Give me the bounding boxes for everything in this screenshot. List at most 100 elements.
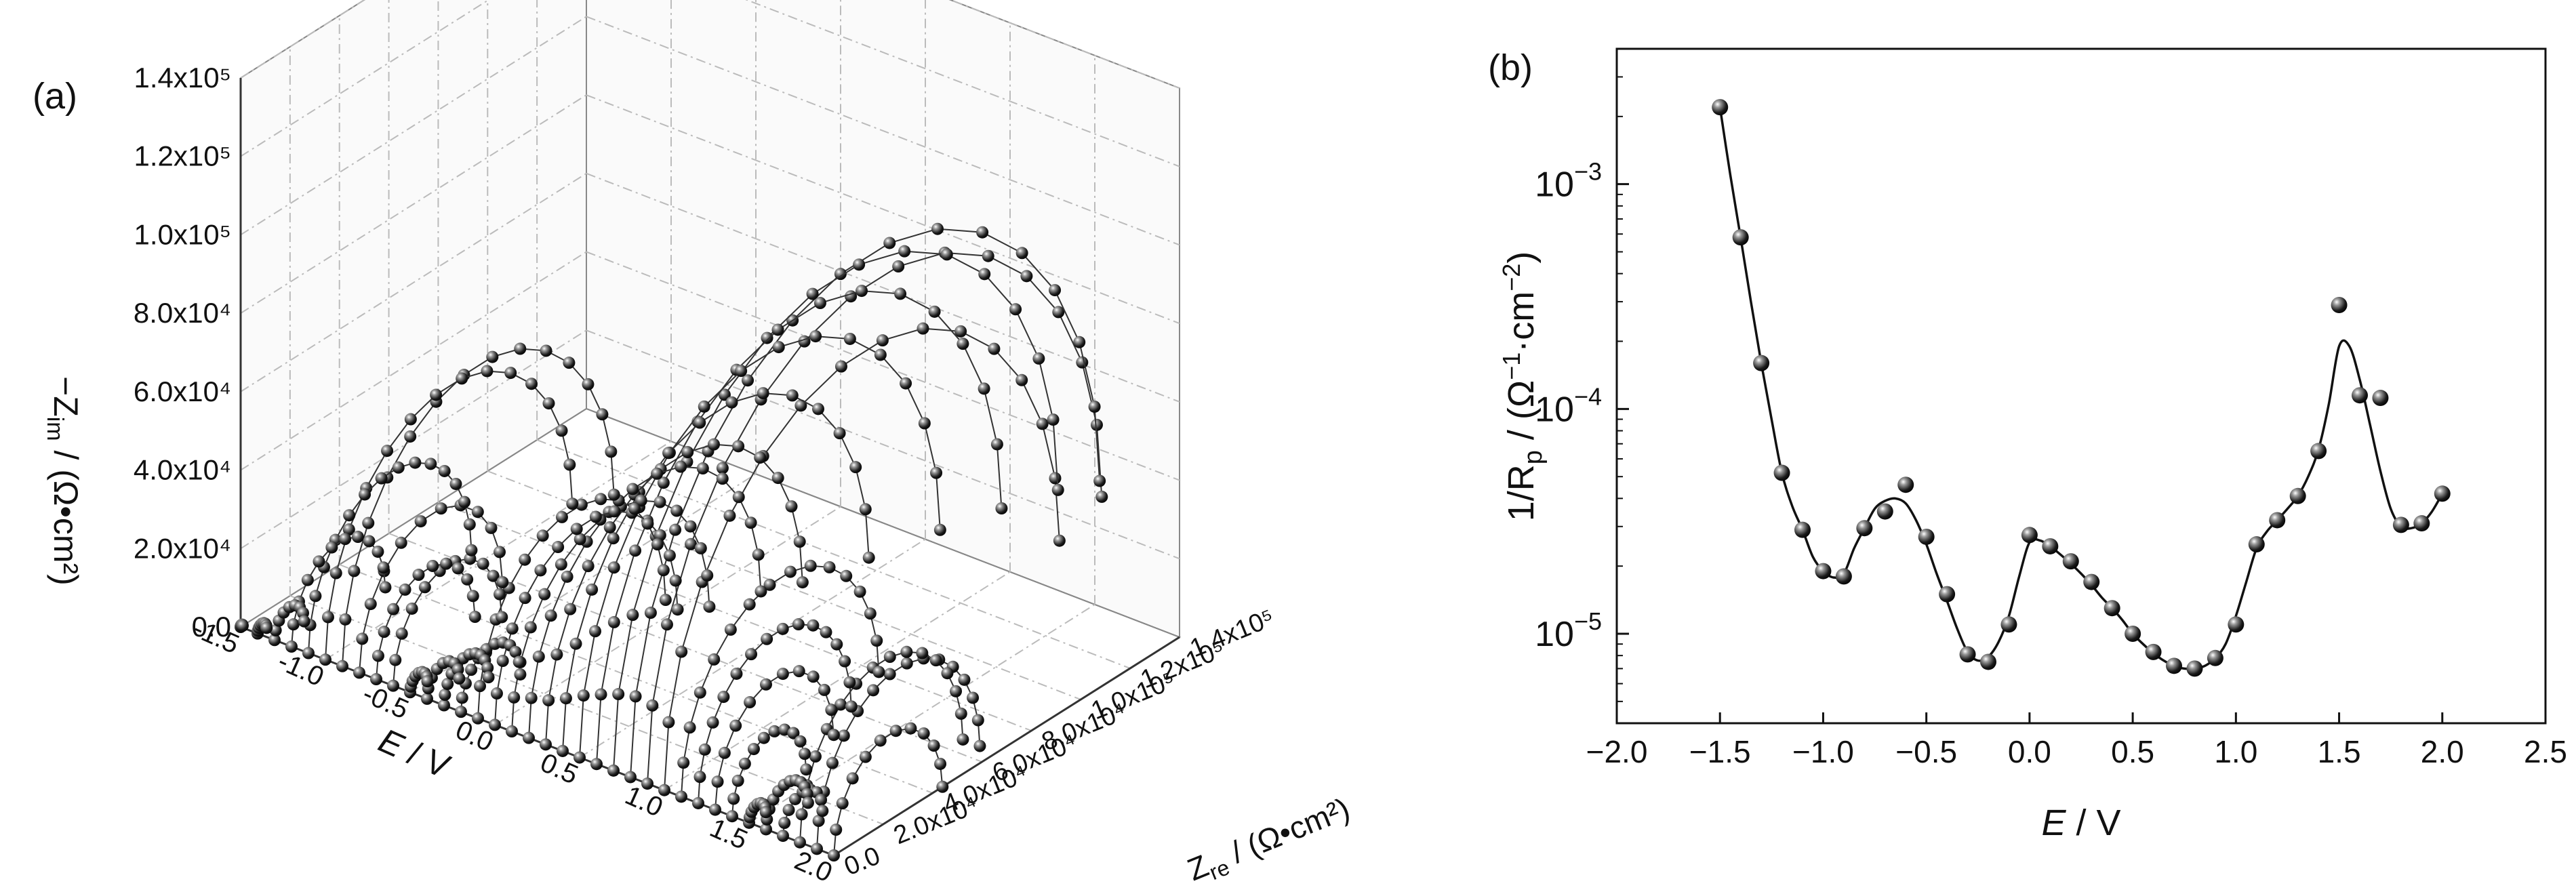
grid-line	[339, 564, 933, 794]
arc-point	[982, 249, 994, 262]
arc-point	[828, 849, 840, 861]
arc-point	[504, 367, 517, 380]
arc-point	[451, 562, 464, 575]
arc-point	[763, 578, 776, 591]
arc-point	[603, 521, 616, 533]
arc-point	[608, 505, 621, 518]
arc-point	[928, 305, 941, 318]
arc-point	[685, 538, 698, 550]
arc-point	[694, 542, 707, 554]
arc-point	[735, 365, 748, 378]
data-point	[1794, 521, 1811, 538]
arc-point	[1073, 336, 1086, 348]
arc-line	[579, 336, 941, 758]
arc-point	[321, 611, 334, 624]
arc-point	[564, 603, 577, 615]
arc-point	[703, 601, 716, 613]
nyquist-arc	[557, 387, 875, 757]
arc-point	[933, 523, 946, 536]
arc-point	[716, 462, 729, 474]
arc-point	[351, 531, 364, 544]
arc-point	[496, 655, 509, 668]
data-point	[2331, 296, 2348, 313]
arc-point	[377, 561, 390, 574]
arc-line	[596, 290, 1003, 765]
arc-point	[490, 687, 503, 700]
z-tick-label: 6.0x10⁴	[134, 376, 231, 407]
y-tick-base: 10	[1535, 165, 1574, 205]
grid-line	[745, 0, 1180, 167]
arc-point	[973, 739, 986, 752]
arc-point	[862, 551, 875, 564]
arc-point	[772, 341, 785, 354]
arc-point	[524, 621, 537, 634]
arc-line	[816, 657, 981, 849]
data-point	[2062, 553, 2079, 570]
arc-point	[573, 533, 586, 546]
arc-point	[563, 357, 576, 369]
b-y-label-sup1: −1	[1497, 352, 1525, 380]
y-tick-label: 10−5	[1535, 607, 1602, 654]
arc-point	[820, 626, 832, 638]
arc-point	[787, 727, 800, 739]
data-point	[1897, 477, 1914, 493]
arc-point	[465, 664, 478, 676]
z-tick-label: 4.0x10⁴	[134, 454, 231, 486]
arc-point	[701, 569, 714, 582]
arc-point	[1051, 483, 1064, 496]
arc-point	[485, 521, 498, 534]
data-point	[1732, 229, 1749, 246]
arc-point	[874, 348, 887, 361]
data-point	[2125, 626, 2141, 643]
data-point	[2352, 387, 2368, 404]
arc-point	[967, 691, 980, 704]
arc-point	[395, 627, 408, 640]
arc-point	[552, 541, 565, 554]
arc-point	[706, 716, 719, 729]
arc-point	[995, 502, 1008, 514]
z-tick-label: 2.0x10⁴	[134, 532, 231, 564]
arc-point	[853, 585, 866, 598]
grid-line	[586, 94, 1180, 325]
y-tick-base: 10	[1535, 390, 1574, 429]
arc-point	[525, 378, 538, 390]
panel-a-y-tick-labels: 0.02.0x10⁴4.0x10⁴6.0x10⁴8.0x10⁴1.0x10⁵1.…	[841, 604, 1279, 882]
panel-b-log-plot: (b) −2.0 −1.5 −1.0 −0.5 0.0 0.5 1.0 1.5 2.0 2.5 1…	[1488, 47, 2567, 843]
z-tick-label: 0.0	[192, 611, 231, 643]
data-point	[2248, 536, 2265, 553]
arc-point	[1036, 418, 1049, 430]
arc-point	[489, 718, 501, 731]
arc-point	[768, 725, 781, 737]
arc-point	[801, 796, 814, 809]
arc-point	[641, 777, 653, 790]
data-point	[1835, 568, 1852, 585]
panel-a-label: (a)	[33, 76, 77, 117]
arc-point	[754, 451, 767, 464]
arc-point	[809, 750, 822, 763]
arc-point	[329, 567, 342, 580]
arc-point	[894, 287, 907, 300]
arc-point	[978, 382, 990, 395]
arc-point	[607, 615, 620, 628]
arc-line	[545, 443, 803, 745]
nyquist-arc	[675, 559, 885, 803]
x-tick-label: −2.0	[1586, 734, 1648, 769]
arc-point	[494, 546, 506, 559]
arc-point	[724, 623, 737, 636]
arc-point	[693, 771, 706, 784]
arc-point	[405, 602, 418, 615]
grid-line	[438, 502, 1032, 731]
arc-point	[563, 458, 576, 471]
arc-point	[957, 338, 969, 350]
arc-point	[612, 688, 625, 701]
nyquist-arc	[268, 599, 310, 647]
arc-point	[759, 806, 772, 819]
back-wall	[586, 0, 1180, 638]
arc-point	[375, 472, 388, 485]
panel-b-fit-curve	[1718, 106, 2444, 670]
arc-point	[675, 790, 687, 803]
arc-point	[1052, 306, 1065, 319]
arc-point	[342, 523, 355, 536]
b-y-label-sup2: −2	[1497, 264, 1525, 291]
arc-point	[465, 544, 478, 556]
